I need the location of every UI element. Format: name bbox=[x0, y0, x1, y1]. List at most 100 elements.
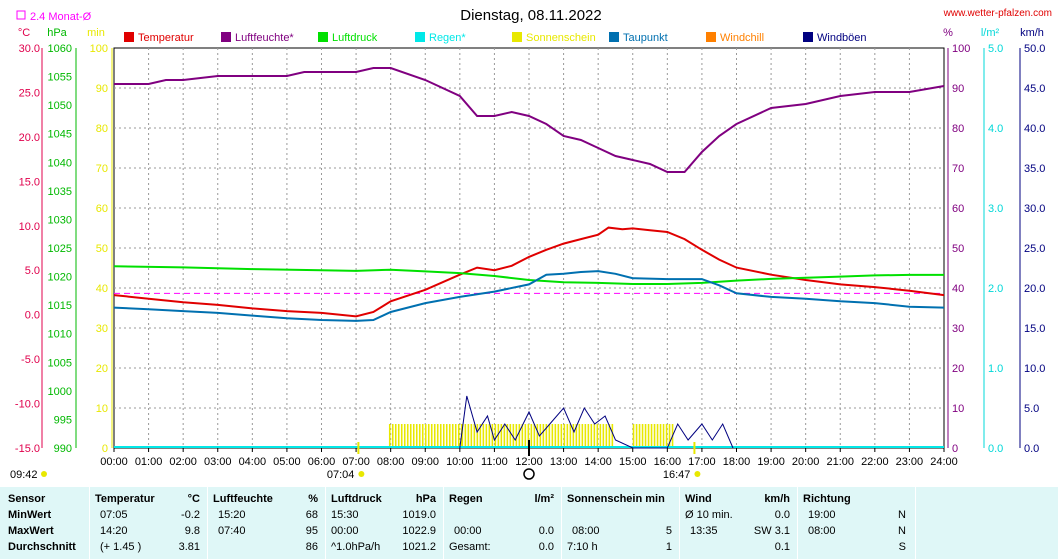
legend-swatch-0 bbox=[124, 32, 134, 42]
sunshine-bar bbox=[397, 424, 400, 448]
y-tick-label-pressure: 1060 bbox=[48, 43, 72, 55]
weather-chart: 00:00 01:00 02:00 03:00 04:00 05:00 06:00 07:00… bbox=[10, 7, 1052, 481]
sunshine-bar bbox=[415, 424, 418, 448]
sunshine-bar bbox=[542, 424, 545, 448]
sun-header: Sonnenschein min bbox=[567, 493, 665, 505]
sunshine-bars bbox=[388, 424, 674, 448]
sunshine-bar bbox=[524, 424, 527, 448]
x-tick-label: 06:00 bbox=[308, 456, 336, 468]
y-tick-label-humidity: 40 bbox=[952, 283, 964, 295]
y-tick-label-temp: 25.0 bbox=[19, 87, 40, 99]
sunshine-bar bbox=[497, 424, 500, 448]
legend-label-7: Windböen bbox=[817, 32, 867, 44]
hum-min-time: 15:20 bbox=[218, 509, 246, 521]
sunshine-bar bbox=[632, 424, 635, 448]
hum-avg-value: 86 bbox=[305, 541, 318, 553]
legend-swatch-2 bbox=[318, 32, 328, 42]
temp-avg-note: (+ 1.45 ) bbox=[100, 541, 142, 553]
dir-header: Richtung bbox=[803, 493, 851, 505]
sunshine-bar bbox=[641, 424, 644, 448]
row-label-max: MaxWert bbox=[8, 525, 54, 537]
y-tick-label-temp: 5.0 bbox=[25, 265, 40, 277]
axis-unit-wind: km/h bbox=[1020, 27, 1044, 39]
x-tick-label: 05:00 bbox=[273, 456, 301, 468]
sunshine-bar bbox=[394, 424, 397, 448]
sunshine-bar bbox=[527, 424, 530, 448]
y-tick-label-minutes: 70 bbox=[96, 163, 108, 175]
sunshine-bar bbox=[424, 424, 427, 448]
y-tick-label-pressure: 1040 bbox=[48, 157, 72, 169]
rain-total-label: Gesamt: bbox=[449, 541, 491, 553]
y-tick-label-temp: 30.0 bbox=[19, 43, 40, 55]
sunshine-bar bbox=[388, 424, 391, 448]
legend-swatch-4 bbox=[512, 32, 522, 42]
chart-labels: Dienstag, 08.11.2022 www.wetter-pfalzen.c… bbox=[10, 7, 1052, 481]
y-tick-label-minutes: 80 bbox=[96, 123, 108, 135]
sunshine-bar bbox=[653, 424, 656, 448]
series-line-windben bbox=[459, 395, 734, 449]
x-tick-label: 08:00 bbox=[377, 456, 405, 468]
y-tick-label-temp: 20.0 bbox=[19, 132, 40, 144]
sunshine-bar bbox=[638, 424, 641, 448]
monthly-avg-label: 2.4 Monat-Ø bbox=[30, 11, 92, 23]
legend-label-4: Sonnenschein bbox=[526, 32, 596, 44]
x-tick-label: 10:00 bbox=[446, 456, 474, 468]
now-sun-icon bbox=[41, 471, 47, 477]
legend-label-6: Windchill bbox=[720, 32, 764, 44]
sunshine-bar bbox=[599, 424, 602, 448]
sun-max-value: 5 bbox=[665, 525, 672, 537]
x-tick-label: 21:00 bbox=[826, 456, 854, 468]
sunshine-bar bbox=[656, 424, 659, 448]
sunshine-bar bbox=[467, 424, 470, 448]
press-min-time: 15:30 bbox=[331, 509, 359, 521]
press-max-value: 1022.9 bbox=[402, 525, 436, 537]
sunshine-bar bbox=[554, 424, 557, 448]
x-tick-label: 17:00 bbox=[688, 456, 716, 468]
press-unit: hPa bbox=[415, 493, 436, 505]
sunshine-bar bbox=[479, 424, 482, 448]
y-tick-label-wind: 50.0 bbox=[1024, 43, 1045, 55]
x-tick-label: 03:00 bbox=[204, 456, 232, 468]
sunshine-bar bbox=[457, 424, 460, 448]
y-tick-label-pressure: 1045 bbox=[48, 129, 72, 141]
y-tick-label-humidity: 50 bbox=[952, 243, 964, 255]
x-tick-label: 24:00 bbox=[930, 456, 958, 468]
x-tick-label: 13:00 bbox=[550, 456, 578, 468]
y-tick-label-wind: 0.0 bbox=[1024, 443, 1039, 455]
sunshine-bar bbox=[533, 424, 536, 448]
wind-max-value: SW 3.1 bbox=[753, 525, 790, 537]
legend-swatch-5 bbox=[609, 32, 619, 42]
wind-max-time: 13:35 bbox=[690, 525, 718, 537]
y-tick-label-minutes: 60 bbox=[96, 203, 108, 215]
sunshine-bar bbox=[464, 424, 467, 448]
dir-min-time: 19:00 bbox=[808, 509, 836, 521]
y-tick-label-humidity: 60 bbox=[952, 203, 964, 215]
x-tick-label: 15:00 bbox=[619, 456, 647, 468]
press-header: Luftdruck bbox=[331, 493, 382, 505]
wind-min-value: 0.0 bbox=[774, 509, 790, 521]
sunshine-bar bbox=[650, 424, 653, 448]
sunshine-bar bbox=[418, 424, 421, 448]
sunshine-bar bbox=[647, 424, 650, 448]
hum-header: Luftfeuchte bbox=[213, 493, 273, 505]
sunshine-bar bbox=[391, 424, 394, 448]
dir-max-value: N bbox=[898, 525, 906, 537]
wind-avg10-label: Ø 10 min. bbox=[685, 509, 733, 521]
sunshine-bar bbox=[482, 424, 485, 448]
sunshine-bar bbox=[569, 424, 572, 448]
y-tick-label-wind: 45.0 bbox=[1024, 83, 1045, 95]
now-time-label: 09:42 bbox=[10, 469, 38, 481]
legend-swatch-7 bbox=[803, 32, 813, 42]
y-tick-label-pressure: 1015 bbox=[48, 300, 72, 312]
sunshine-bar bbox=[503, 424, 506, 448]
row-label-min: MinWert bbox=[8, 509, 52, 521]
rain-total-value: 0.0 bbox=[538, 541, 554, 553]
y-tick-label-pressure: 1050 bbox=[48, 100, 72, 112]
dir-max-time: 08:00 bbox=[808, 525, 836, 537]
sunshine-bar bbox=[665, 424, 668, 448]
wind-header: Wind bbox=[685, 493, 712, 505]
x-tick-label: 14:00 bbox=[584, 456, 612, 468]
y-tick-label-rain: 1.0 bbox=[988, 363, 1003, 375]
sunshine-bar bbox=[400, 424, 403, 448]
legend-swatch-6 bbox=[706, 32, 716, 42]
